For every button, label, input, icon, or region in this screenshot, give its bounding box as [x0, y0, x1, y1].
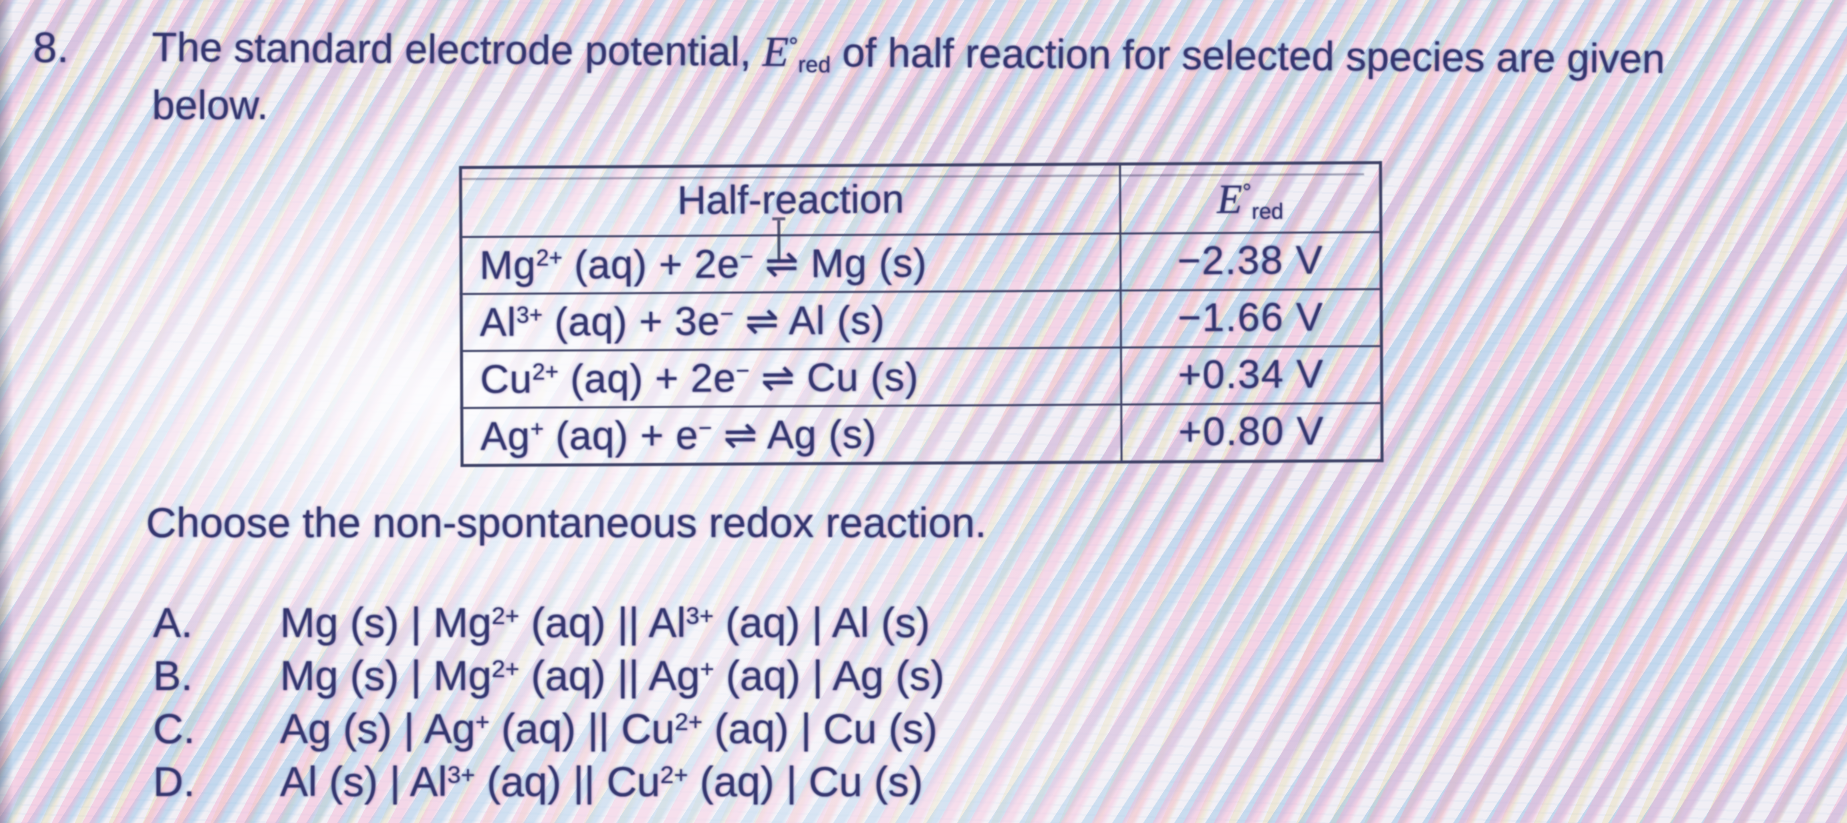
answer-option-b: B. Mg (s) | Mg2+ (aq) || Ag+ (aq) | Ag (…: [153, 649, 945, 702]
table-row-ag: Ag+ (aq) + e− ⇌ Ag (s) +0.80 V: [461, 403, 1383, 466]
potentials-table-wrap: Half-reaction E°red Mg2+ (aq) + 2e− ⇌ Mg…: [459, 161, 1384, 467]
potential-cell: +0.80 V: [1121, 403, 1383, 463]
table-row-mg: Mg2+ (aq) + 2e− ⇌ Mg (s) −2.38 V: [460, 232, 1382, 294]
potential-cell: +0.34 V: [1120, 346, 1382, 405]
text-cursor-artifact: [777, 220, 781, 261]
half-reaction-cell: Ag+ (aq) + e− ⇌ Ag (s): [461, 404, 1122, 466]
photo-left-edge-shadow: [0, 0, 13, 823]
option-text: Mg (s) | Mg2+ (aq) || Ag+ (aq) | Ag (s): [280, 651, 945, 699]
electrode-potentials-table: Half-reaction E°red Mg2+ (aq) + 2e− ⇌ Mg…: [459, 161, 1384, 467]
option-text: Ag (s) | Ag+ (aq) || Cu2+ (aq) | Cu (s): [280, 704, 938, 752]
question-title-line1: The standard electrode potential, E°red …: [151, 23, 1666, 82]
question-prompt: Choose the non-spontaneous redox reactio…: [146, 499, 987, 546]
answer-options: A. Mg (s) | Mg2+ (aq) || Al3+ (aq) | Al …: [153, 596, 945, 808]
potential-cell: −2.38 V: [1120, 232, 1382, 291]
option-letter: B.: [153, 651, 193, 699]
question-title-line2: below.: [152, 82, 269, 128]
half-reaction-cell: Cu2+ (aq) + 2e− ⇌ Cu (s): [461, 347, 1122, 408]
half-reaction-cell: Mg2+ (aq) + 2e− ⇌ Mg (s): [460, 233, 1121, 294]
option-letter: D.: [153, 757, 195, 805]
half-reaction-cell: Al3+ (aq) + 3e− ⇌ Al (s): [461, 290, 1121, 351]
option-text: Al (s) | Al3+ (aq) || Cu2+ (aq) | Cu (s): [280, 757, 923, 805]
option-text: Mg (s) | Mg2+ (aq) || Al3+ (aq) | Al (s): [280, 598, 930, 646]
question-number: 8.: [33, 24, 69, 72]
answer-option-a: A. Mg (s) | Mg2+ (aq) || Al3+ (aq) | Al …: [153, 596, 945, 649]
answer-option-c: C. Ag (s) | Ag+ (aq) || Cu2+ (aq) | Cu (…: [153, 702, 945, 755]
table-row-cu: Cu2+ (aq) + 2e− ⇌ Cu (s) +0.34 V: [461, 346, 1382, 408]
potential-cell: −1.66 V: [1120, 289, 1382, 348]
answer-option-d: D. Al (s) | Al3+ (aq) || Cu2+ (aq) | Cu …: [153, 755, 945, 808]
table-row-al: Al3+ (aq) + 3e− ⇌ Al (s) −1.66 V: [461, 289, 1382, 351]
option-letter: C.: [153, 704, 195, 752]
option-letter: A.: [153, 598, 193, 646]
question-title: The standard electrode potential, E°red …: [152, 23, 1665, 129]
